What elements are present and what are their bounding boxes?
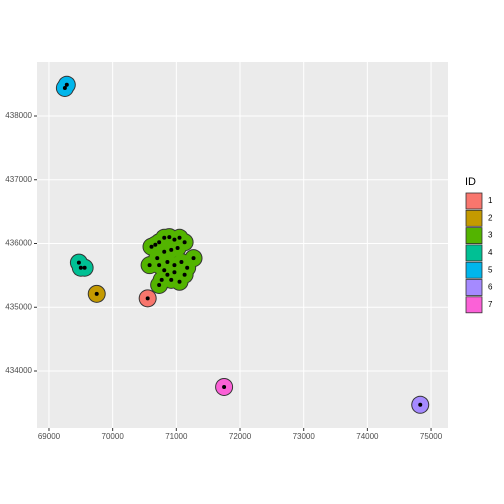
- point: [418, 402, 423, 407]
- legend-label: 4: [488, 248, 493, 257]
- point: [177, 279, 182, 284]
- point: [162, 249, 167, 254]
- legend-label: 3: [488, 231, 493, 240]
- point: [165, 259, 170, 264]
- y-tick-label: 435000: [5, 302, 32, 311]
- legend-label: 1: [488, 196, 493, 205]
- legend-key: [465, 261, 483, 279]
- point: [94, 291, 99, 296]
- legend-label: 7: [488, 300, 493, 309]
- point: [62, 85, 67, 90]
- point: [165, 272, 170, 277]
- point: [177, 235, 182, 240]
- legend-key: [465, 296, 483, 314]
- point: [155, 256, 160, 261]
- y-tick-label: 436000: [5, 239, 32, 248]
- point: [185, 265, 190, 270]
- point: [157, 263, 162, 268]
- point: [145, 296, 150, 301]
- legend-key: [465, 279, 483, 296]
- point: [157, 240, 162, 245]
- legend-label: 6: [488, 283, 493, 292]
- point: [149, 244, 154, 249]
- y-tick-label: 438000: [5, 111, 32, 120]
- point: [182, 240, 187, 245]
- y-tick-label: 434000: [5, 366, 32, 375]
- legend-label: 2: [488, 213, 493, 222]
- point: [222, 384, 227, 389]
- point: [162, 268, 167, 273]
- point: [172, 263, 177, 268]
- point: [169, 247, 174, 252]
- y-tick-label: 437000: [5, 175, 32, 184]
- point: [172, 237, 177, 242]
- legend-title: ID: [465, 176, 476, 188]
- point: [153, 242, 158, 247]
- point: [76, 260, 81, 265]
- x-tick-label: 73000: [293, 432, 316, 441]
- legend-key: [465, 209, 483, 227]
- point: [167, 235, 172, 240]
- point: [175, 245, 180, 250]
- point: [169, 277, 174, 282]
- x-tick-label: 74000: [356, 432, 379, 441]
- panel: [37, 62, 448, 428]
- point: [162, 235, 167, 240]
- point: [147, 263, 152, 268]
- point: [78, 265, 83, 270]
- legend-key: [465, 227, 483, 245]
- x-tick-label: 69000: [38, 432, 61, 441]
- x-tick-label: 72000: [229, 432, 252, 441]
- x-tick-label: 71000: [165, 432, 188, 441]
- point: [172, 270, 177, 275]
- x-tick-label: 70000: [102, 432, 125, 441]
- legend-key: [465, 192, 483, 210]
- x-tick-label: 75000: [420, 432, 443, 441]
- point: [64, 82, 69, 87]
- point: [191, 256, 196, 261]
- point: [82, 265, 87, 270]
- legend-label: 5: [488, 265, 493, 274]
- point: [157, 282, 162, 287]
- point: [159, 277, 164, 282]
- point: [182, 272, 187, 277]
- legend-key: [465, 244, 483, 262]
- point: [179, 259, 184, 264]
